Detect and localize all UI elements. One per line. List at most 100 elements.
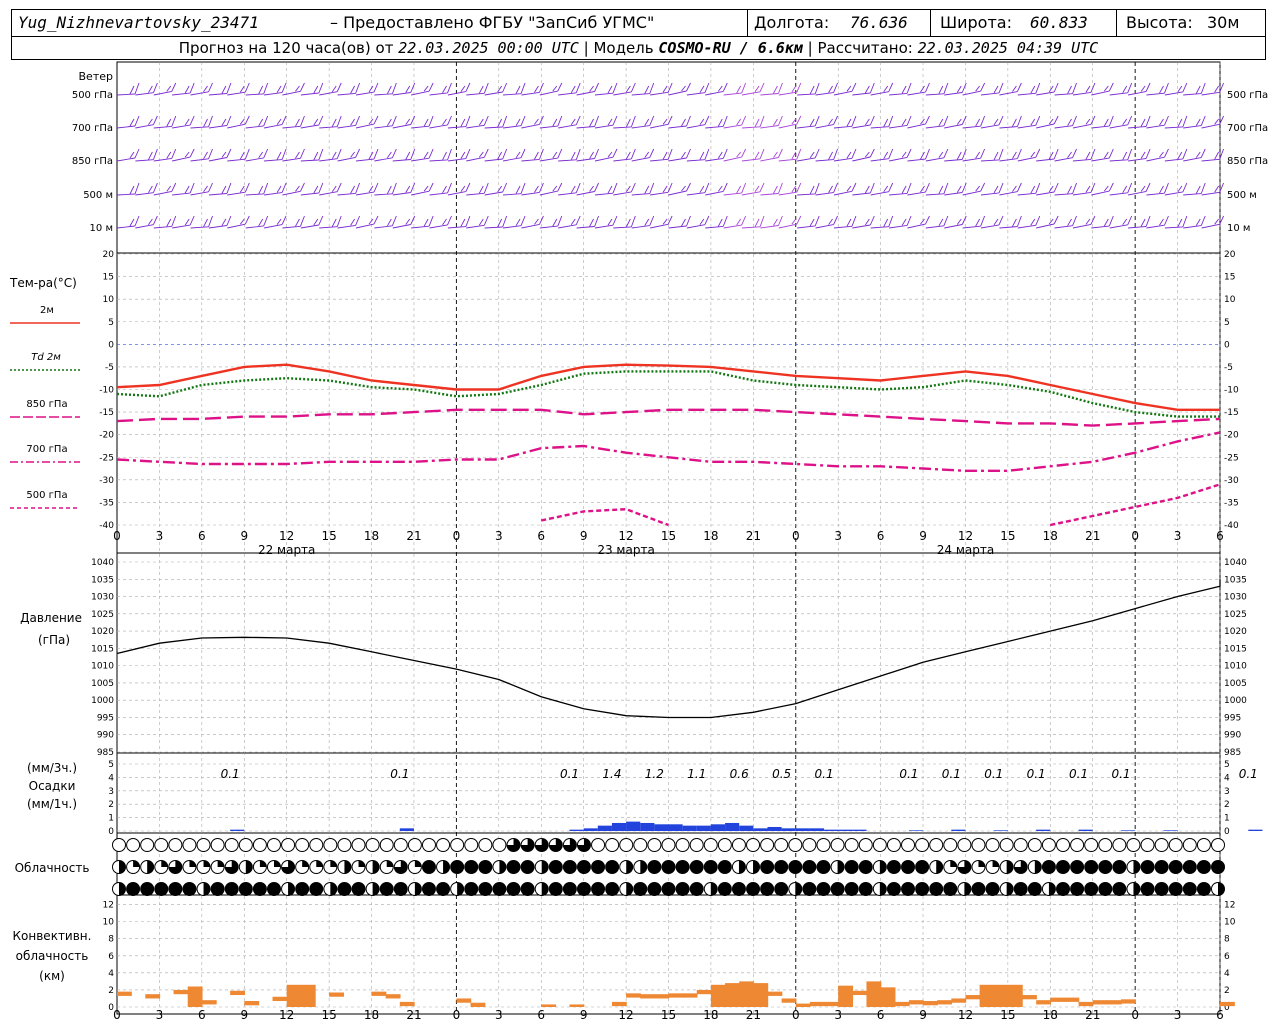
wind-barb-feather bbox=[778, 115, 783, 126]
wind-barb-feather bbox=[1219, 82, 1225, 93]
temp-ytick-label-right: -25 bbox=[1224, 453, 1239, 463]
wind-barb-feather bbox=[428, 82, 434, 92]
wind-barb-feather bbox=[754, 151, 760, 160]
cloud-fill bbox=[549, 838, 563, 852]
wind-barb-feather bbox=[1182, 148, 1188, 160]
wind-barb bbox=[411, 157, 430, 162]
wind-barb-feather bbox=[478, 185, 484, 194]
wind-barb-feather bbox=[1090, 115, 1096, 125]
wind-barb-feather bbox=[221, 218, 227, 226]
conv-bar bbox=[1007, 984, 1023, 1007]
wind-barb-feather bbox=[961, 182, 967, 193]
wind-barb bbox=[1146, 224, 1165, 229]
wind-barb-feather bbox=[336, 182, 342, 192]
wind-barb-feather bbox=[258, 85, 264, 95]
wind-barb-feather bbox=[295, 185, 300, 192]
wind-barb-feather bbox=[846, 85, 852, 92]
conv-bar bbox=[1036, 1000, 1052, 1005]
wind-barb-feather bbox=[612, 148, 618, 158]
station-name: Yug_Nizhnevartovsky_23471 bbox=[18, 13, 259, 32]
wind-barb-feather bbox=[594, 115, 600, 127]
wind-barb-feather bbox=[961, 215, 967, 225]
cloud-circle bbox=[478, 882, 493, 896]
wind-barb bbox=[502, 157, 522, 162]
conv-bar bbox=[1220, 1001, 1235, 1007]
wind-barb-feather bbox=[1159, 218, 1164, 226]
wind-barb-feather bbox=[607, 218, 613, 226]
cloud-fill bbox=[1014, 860, 1028, 874]
wind-level-label-right: 500 гПа bbox=[1227, 90, 1268, 101]
wind-barb bbox=[815, 159, 834, 162]
wind-barb-feather bbox=[956, 85, 962, 93]
wind-barb-feather bbox=[938, 118, 944, 127]
cloud-circle bbox=[520, 860, 535, 874]
wind-barb-feather bbox=[1177, 185, 1183, 193]
wind-barb bbox=[1017, 156, 1036, 162]
wind-barb bbox=[1109, 159, 1128, 162]
cloud-circle bbox=[337, 882, 352, 896]
wind-barb-feather bbox=[355, 115, 361, 126]
cloud-fill bbox=[837, 860, 845, 874]
conv-bar bbox=[286, 984, 302, 1007]
wind-barb-feather bbox=[386, 185, 392, 195]
wind-barb bbox=[282, 125, 301, 129]
wind-barb-feather bbox=[961, 115, 967, 125]
time-tick-label-bottom: 15 bbox=[321, 1008, 336, 1022]
wind-barb-feather bbox=[483, 215, 489, 226]
temp-ytick-label-right: -5 bbox=[1224, 363, 1233, 373]
time-tick-label-bottom: 18 bbox=[364, 1008, 379, 1022]
wind-barb bbox=[1183, 93, 1202, 96]
wind-barb-feather bbox=[938, 218, 944, 227]
wind-barb-feather bbox=[681, 151, 686, 159]
wind-barb bbox=[355, 91, 375, 96]
cloud-circle bbox=[464, 860, 479, 874]
wind-barb-feather bbox=[717, 218, 723, 227]
wind-barb-feather bbox=[791, 151, 797, 160]
wind-barb-feather bbox=[1177, 151, 1183, 160]
wind-barb bbox=[686, 92, 705, 96]
time-tick-label-bottom: 21 bbox=[746, 1008, 761, 1022]
wind-barb-feather bbox=[1200, 82, 1206, 94]
cloud-circle bbox=[675, 860, 690, 874]
wind-barb bbox=[889, 156, 908, 162]
wind-barb-feather bbox=[1164, 82, 1169, 94]
wind-barb-feather bbox=[667, 148, 673, 160]
time-tick-label: 0 bbox=[453, 529, 461, 543]
cloud-fill bbox=[879, 860, 887, 874]
wind-barb-feather bbox=[901, 118, 907, 126]
model-label: Модель bbox=[593, 39, 654, 57]
wind-barb-feather bbox=[331, 118, 337, 127]
wind-barb-feather bbox=[846, 218, 852, 227]
wind-barb bbox=[741, 91, 761, 96]
time-tick-label: 3 bbox=[1174, 529, 1182, 543]
temp-ytick-label: -30 bbox=[99, 476, 114, 486]
cloud-circle bbox=[1211, 860, 1225, 874]
conv-bar bbox=[640, 994, 656, 999]
wind-barb-feather bbox=[699, 151, 705, 160]
wind-barb-feather bbox=[300, 115, 305, 127]
cloud-fill bbox=[753, 860, 760, 874]
cloud-circle bbox=[844, 838, 859, 852]
wind-barb-feather bbox=[649, 82, 655, 94]
wind-barb-feather bbox=[368, 151, 374, 160]
wind-barb-feather bbox=[460, 151, 466, 159]
wind-barb bbox=[723, 92, 742, 96]
cloud-circle bbox=[1041, 838, 1056, 852]
wind-barb-feather bbox=[1159, 118, 1164, 126]
precip-amount-label: 0.1 bbox=[1111, 767, 1130, 781]
cloud-circle bbox=[717, 882, 732, 896]
wind-barb-feather bbox=[630, 148, 636, 160]
cloud-fill bbox=[372, 860, 380, 874]
wind-barb-feather bbox=[920, 118, 925, 125]
wind-barb bbox=[429, 92, 448, 96]
wind-barb-feather bbox=[998, 148, 1004, 161]
conv-bar bbox=[993, 984, 1009, 1007]
wind-barb-feather bbox=[589, 151, 594, 159]
wind-barb bbox=[870, 158, 889, 162]
time-tick-label-bottom: 0 bbox=[113, 1008, 121, 1022]
wind-barb-feather bbox=[883, 218, 889, 227]
wind-barb-feather bbox=[741, 82, 747, 94]
conv-bar bbox=[611, 1001, 627, 1007]
wind-barb bbox=[355, 191, 375, 196]
cloud-circle bbox=[633, 882, 648, 896]
